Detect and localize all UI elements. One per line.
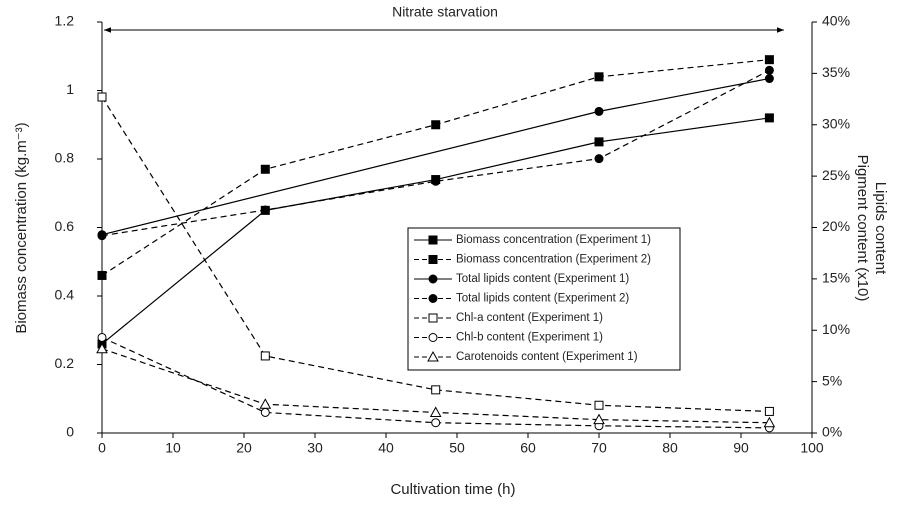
marker bbox=[97, 270, 107, 280]
y-tick-label: 1.2 bbox=[55, 13, 75, 29]
x-tick-label: 100 bbox=[800, 440, 824, 456]
marker bbox=[593, 413, 605, 425]
marker bbox=[764, 65, 774, 75]
legend-label: Chl-a content (Experiment 1) bbox=[456, 312, 603, 324]
x-tick-label: 90 bbox=[733, 440, 749, 456]
marker bbox=[594, 72, 604, 82]
y2-tick-label: 40% bbox=[822, 13, 850, 29]
y2-tick-label: 0% bbox=[822, 424, 842, 440]
marker bbox=[97, 92, 107, 102]
y2-tick-label: 35% bbox=[822, 64, 850, 80]
x-tick-label: 0 bbox=[98, 440, 106, 456]
marker bbox=[428, 313, 438, 323]
y-tick-label: 0.6 bbox=[55, 218, 75, 234]
legend-label: Total lipids content (Experiment 2) bbox=[456, 293, 629, 305]
x-tick-label: 40 bbox=[378, 440, 394, 456]
marker bbox=[259, 398, 272, 409]
marker bbox=[429, 406, 442, 417]
marker bbox=[764, 74, 774, 84]
series-line bbox=[101, 96, 770, 413]
annotation: Nitrate starvation bbox=[392, 4, 498, 20]
y-tick-label: 1 bbox=[66, 81, 74, 97]
y2-tick-label: 20% bbox=[822, 218, 850, 234]
marker bbox=[260, 351, 270, 361]
y2-axis-title: Lipids content bbox=[872, 182, 889, 275]
legend: Biomass concentration (Experiment 1) Biom… bbox=[414, 234, 651, 363]
marker bbox=[594, 400, 604, 410]
marker bbox=[260, 164, 270, 174]
y2-axis-title: Pigment content (x10) bbox=[854, 155, 871, 302]
y-tick-label: 0 bbox=[66, 424, 74, 440]
x-axis-title: Cultivation time (h) bbox=[390, 481, 515, 498]
x-tick-label: 60 bbox=[520, 440, 536, 456]
legend-label: Biomass concentration (Experiment 1) bbox=[456, 234, 651, 246]
marker bbox=[594, 137, 604, 147]
marker bbox=[431, 418, 441, 428]
marker bbox=[594, 154, 604, 164]
x-tick-label: 30 bbox=[307, 440, 323, 456]
legend-box bbox=[407, 227, 681, 371]
marker bbox=[431, 385, 441, 395]
legend-label: Total lipids content (Experiment 1) bbox=[456, 273, 629, 285]
marker bbox=[764, 55, 774, 65]
marker bbox=[763, 416, 776, 428]
y-tick-label: 0.2 bbox=[55, 355, 75, 371]
marker bbox=[260, 407, 270, 417]
marker bbox=[97, 231, 107, 241]
legend-label: Chl-b content (Experiment 1) bbox=[456, 332, 603, 344]
y-axis-title: Biomass concentration (kg.m⁻³) bbox=[13, 122, 30, 333]
marker bbox=[764, 113, 774, 123]
y2-tick-label: 30% bbox=[822, 115, 850, 131]
x-tick-label: 80 bbox=[662, 440, 678, 456]
legend-label: Carotenoids content (Experiment 1) bbox=[456, 351, 638, 363]
marker bbox=[428, 235, 438, 245]
y-tick-label: 0.8 bbox=[55, 150, 75, 166]
marker bbox=[97, 332, 107, 342]
series-line bbox=[101, 77, 770, 236]
marker bbox=[260, 205, 270, 215]
marker bbox=[428, 294, 438, 303]
x-tick-label: 70 bbox=[591, 440, 607, 456]
x-tick-label: 50 bbox=[449, 440, 465, 456]
marker bbox=[96, 342, 108, 354]
y2-tick-label: 10% bbox=[822, 321, 850, 337]
y2-tick-label: 5% bbox=[822, 372, 842, 388]
series-line bbox=[101, 69, 770, 237]
y2-tick-label: 15% bbox=[822, 270, 850, 286]
marker bbox=[428, 274, 438, 284]
marker bbox=[764, 406, 774, 416]
x-tick-label: 10 bbox=[165, 440, 181, 456]
y-tick-label: 0.4 bbox=[55, 287, 75, 303]
y2-tick-label: 25% bbox=[822, 167, 850, 183]
legend-label: Biomass concentration (Experiment 2) bbox=[456, 254, 651, 266]
marker bbox=[431, 120, 441, 130]
marker bbox=[427, 350, 439, 362]
marker bbox=[428, 333, 438, 342]
marker bbox=[594, 106, 604, 116]
x-tick-label: 20 bbox=[236, 440, 252, 456]
marker bbox=[431, 176, 441, 186]
marker bbox=[428, 255, 438, 264]
